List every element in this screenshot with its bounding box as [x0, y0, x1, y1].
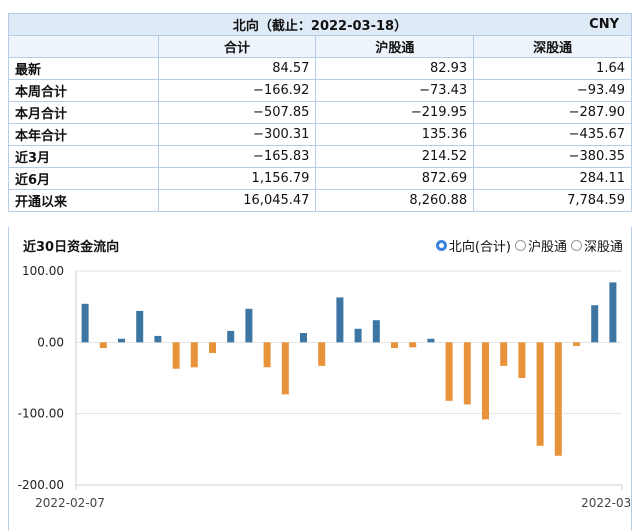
bar — [609, 282, 617, 343]
legend-item-sh[interactable]: 沪股通 — [514, 236, 567, 255]
table-row: 开通以来 16,045.47 8,260.88 7,784.59 — [8, 189, 632, 212]
radio-icon[interactable] — [514, 240, 526, 251]
cell-total: 84.57 — [157, 57, 317, 80]
column-header-sz: 深股通 — [473, 35, 632, 58]
cell-sh: 82.93 — [315, 57, 475, 80]
cell-total: 1,156.79 — [157, 167, 317, 190]
y-tick-label: 100.00 — [22, 264, 64, 278]
cell-sh: 872.69 — [315, 167, 475, 190]
row-label: 最新 — [8, 57, 159, 80]
table-row: 本周合计 −166.92 −73.43 −93.49 — [8, 79, 632, 102]
cell-sh: 214.52 — [315, 145, 475, 168]
bar — [245, 308, 253, 343]
cell-sz: −380.35 — [473, 145, 632, 168]
legend-label[interactable]: 沪股通 — [527, 240, 567, 255]
bar-chart: 100.00 0.00 -100.00 -200.00 2022-02-07 2022-0… — [18, 264, 631, 510]
cell-sz: −435.67 — [473, 123, 632, 146]
bar — [391, 342, 398, 349]
bar — [118, 338, 125, 343]
bar — [300, 333, 307, 343]
radio-icon[interactable] — [570, 240, 582, 251]
cell-total: −166.92 — [157, 79, 317, 102]
table-row: 本月合计 −507.85 −219.95 −287.90 — [8, 101, 632, 124]
cell-sz: 7,784.59 — [473, 189, 632, 212]
cell-sh: 135.36 — [315, 123, 475, 146]
bar — [372, 320, 380, 343]
column-header-total: 合计 — [157, 35, 317, 58]
y-tick-label: 0.00 — [37, 335, 64, 349]
column-header-empty — [8, 35, 159, 58]
chart-title: 近30日资金流向 — [23, 240, 120, 255]
bar — [500, 342, 508, 366]
table-row: 近3月 −165.83 214.52 −380.35 — [8, 145, 632, 168]
chart-panel: 近30日资金流向 北向(合计) 沪股通 深股通 100.00 0.00 -100.0… — [8, 227, 632, 531]
cell-sh: −73.43 — [315, 79, 475, 102]
bar — [354, 328, 362, 343]
row-label: 近6月 — [8, 167, 159, 190]
bar — [336, 297, 344, 343]
northbound-table: 北向（截止：2022-03-18） CNY 合计 沪股通 深股通 最新 84.5… — [8, 13, 632, 212]
y-tick-label: -100.00 — [18, 407, 64, 421]
table-row: 本年合计 −300.31 135.36 −435.67 — [8, 123, 632, 146]
cell-sz: −287.90 — [473, 101, 632, 124]
bar — [209, 342, 216, 354]
bar — [536, 342, 544, 446]
bar — [409, 342, 417, 348]
cell-sh: 8,260.88 — [315, 189, 475, 212]
cell-sz: −93.49 — [473, 79, 632, 102]
bar — [136, 310, 144, 343]
cell-sh: −219.95 — [315, 101, 475, 124]
bar — [190, 342, 198, 368]
cell-sz: 1.64 — [473, 57, 632, 80]
y-tick-label: -200.00 — [18, 478, 64, 492]
bar — [99, 342, 107, 349]
bar — [154, 335, 162, 343]
bar — [318, 342, 326, 366]
table-row: 最新 84.57 82.93 1.64 — [8, 57, 632, 80]
bar — [263, 342, 271, 368]
legend-label[interactable]: 深股通 — [583, 240, 623, 255]
table-header: 北向（截止：2022-03-18） CNY — [8, 13, 632, 36]
cell-total: 16,045.47 — [157, 189, 317, 212]
bar — [573, 342, 580, 346]
bar — [281, 342, 289, 395]
cell-total: −507.85 — [157, 101, 317, 124]
bar — [554, 342, 562, 456]
legend: 北向(合计) 沪股通 深股通 — [435, 236, 623, 255]
row-label: 本月合计 — [8, 101, 159, 124]
x-end-label: 2022-03-18 — [581, 496, 631, 510]
bar — [227, 330, 235, 343]
table-title: 北向（截止：2022-03-18） — [232, 19, 408, 34]
cell-sz: 284.11 — [473, 167, 632, 190]
bar — [591, 305, 599, 343]
currency-label: CNY — [589, 17, 619, 32]
bar — [445, 342, 453, 401]
row-label: 近3月 — [8, 145, 159, 168]
row-label: 本周合计 — [8, 79, 159, 102]
legend-item-sz[interactable]: 深股通 — [570, 236, 623, 255]
legend-label[interactable]: 北向(合计) — [448, 240, 511, 255]
bar — [482, 342, 489, 420]
bar — [427, 338, 435, 343]
column-header-sh: 沪股通 — [315, 35, 475, 58]
bar — [463, 342, 471, 405]
x-start-label: 2022-02-07 — [35, 496, 105, 510]
row-label: 开通以来 — [8, 189, 159, 212]
bar — [81, 303, 89, 343]
bar — [172, 342, 180, 369]
cell-total: −165.83 — [157, 145, 317, 168]
legend-item-northbound[interactable]: 北向(合计) — [435, 236, 511, 255]
row-label: 本年合计 — [8, 123, 159, 146]
bar — [518, 342, 526, 378]
table-row: 近6月 1,156.79 872.69 284.11 — [8, 167, 632, 190]
radio-icon[interactable] — [435, 240, 447, 251]
cell-total: −300.31 — [157, 123, 317, 146]
